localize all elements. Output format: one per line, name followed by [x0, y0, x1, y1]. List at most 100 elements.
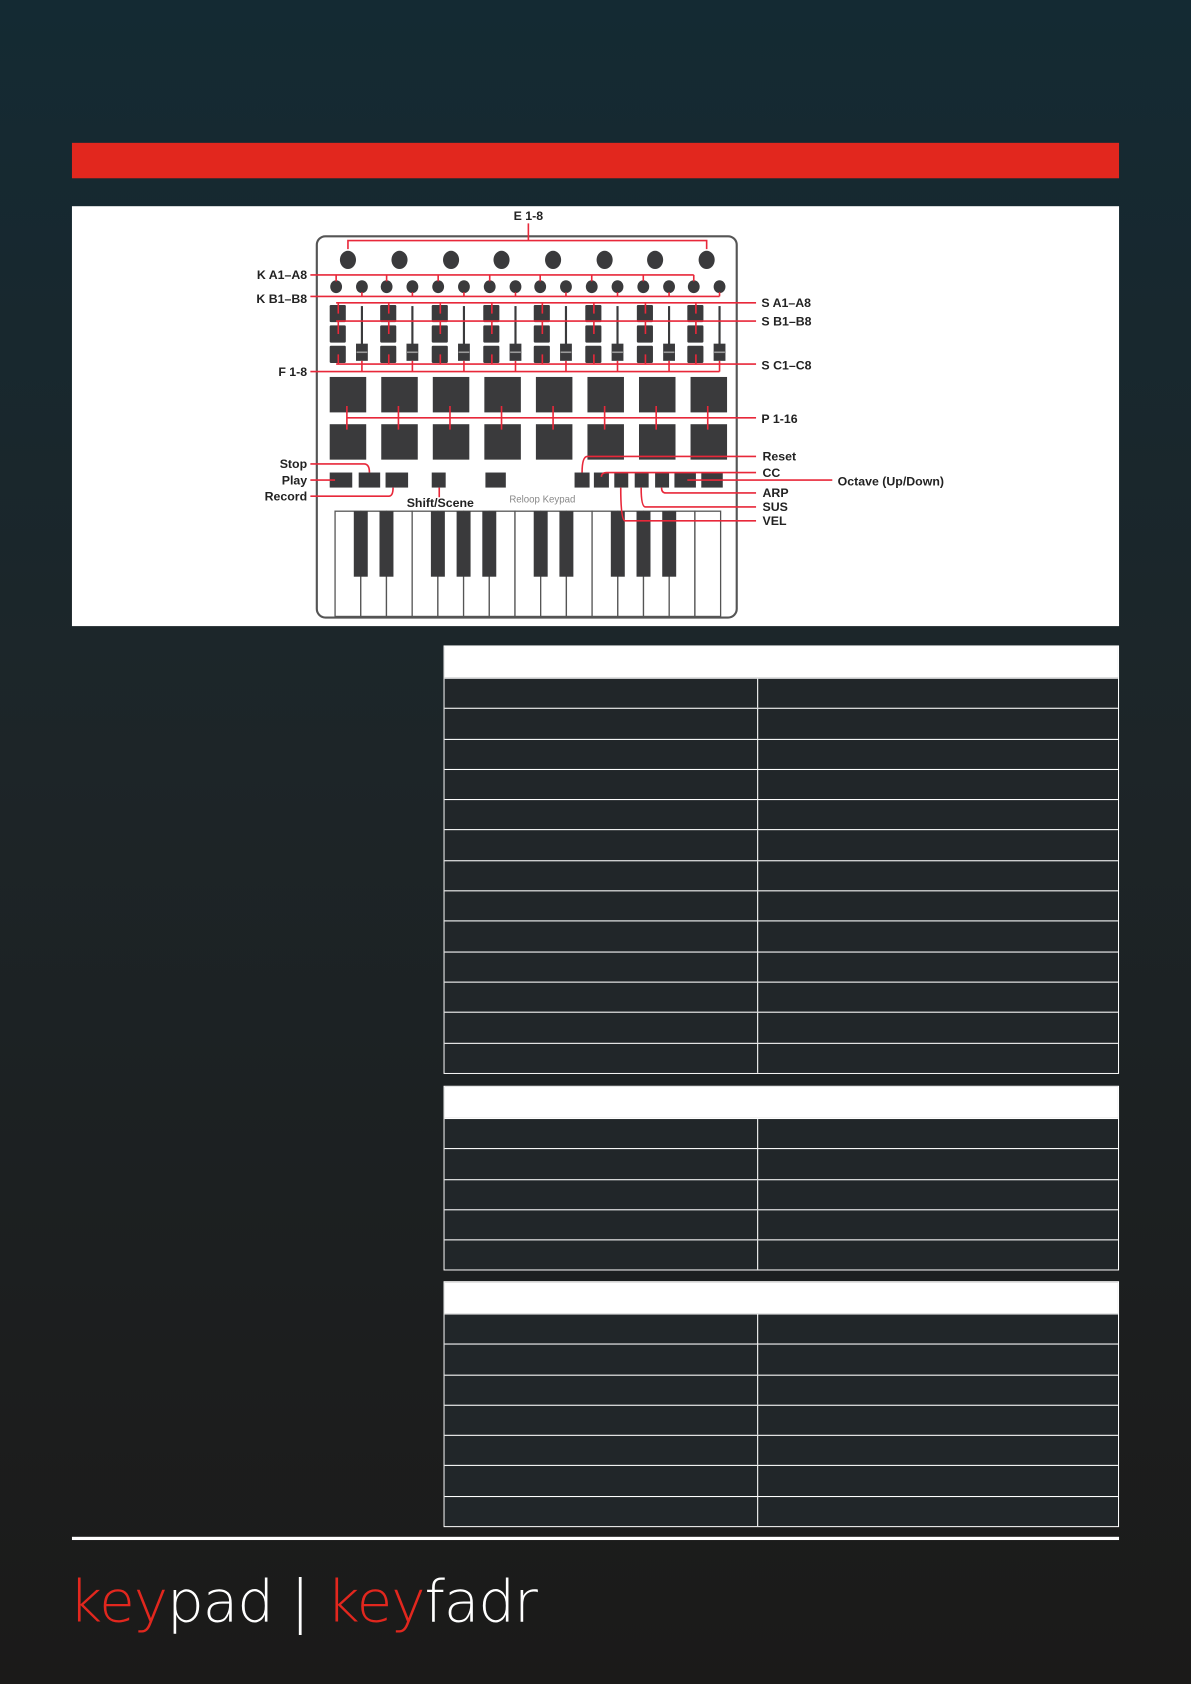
- logo-keyfadr-fadr: fadr: [424, 1567, 537, 1636]
- drum-pad: [432, 376, 470, 413]
- annotation-switches-a: [336, 302, 757, 314]
- annotation-sus: [640, 487, 757, 508]
- table-row: [444, 799, 1118, 830]
- label-reset: Reset: [762, 450, 796, 464]
- label-knobs-b: K B1–B8: [256, 292, 307, 306]
- table-cell: [758, 1013, 1118, 1042]
- table-1: [443, 645, 1120, 1074]
- label-switches-c: S C1–C8: [761, 358, 811, 372]
- annotation-knobs-b: [310, 292, 721, 298]
- label-stop: Stop: [280, 457, 308, 471]
- knob-a: [585, 280, 598, 294]
- black-key: [430, 511, 445, 577]
- table-cell: [758, 1375, 1118, 1404]
- drum-pad: [587, 424, 624, 460]
- table-row: [444, 1209, 1118, 1240]
- table-row: [444, 981, 1118, 1012]
- drum-pad: [484, 376, 521, 413]
- label-record: Record: [265, 489, 308, 503]
- table-cell: [445, 1344, 759, 1375]
- controller-diagram-panel: Reloop Keypad E 1-8 K A1–A8 K B1–B8 S A1…: [71, 206, 1120, 627]
- brand-logo: keypad | keyfadr: [68, 1567, 538, 1636]
- table-row: [444, 677, 1118, 709]
- table-cell: [445, 861, 759, 891]
- logo-separator: |: [290, 1567, 310, 1636]
- annotation-pads: [346, 405, 757, 430]
- table-row: [444, 1404, 1118, 1435]
- table-cell: [445, 1043, 759, 1073]
- table-cell: [758, 1466, 1118, 1495]
- table-cell: [758, 679, 1118, 708]
- annotation-switches-b: [336, 320, 757, 334]
- table-row: [444, 708, 1118, 739]
- footer-divider: [71, 1536, 1120, 1541]
- table-cell: [758, 1043, 1118, 1072]
- table-row: [444, 1374, 1118, 1405]
- table-cell: [758, 891, 1118, 920]
- label-pads: P 1-16: [761, 412, 797, 426]
- encoder-knob: [545, 250, 562, 270]
- function-button: [574, 472, 590, 488]
- table-header: [444, 1282, 1118, 1314]
- label-arp: ARP: [762, 486, 788, 500]
- black-key: [482, 511, 497, 577]
- table-cell: [445, 1405, 759, 1435]
- table-row: [444, 1495, 1118, 1527]
- table-cell: [445, 1149, 759, 1179]
- table-row: [444, 1313, 1118, 1344]
- table-row: [444, 1148, 1118, 1179]
- table-row: [444, 890, 1118, 921]
- table-cell: [758, 1406, 1118, 1435]
- drum-pad: [329, 424, 367, 460]
- black-key: [533, 511, 548, 577]
- table-cell: [445, 709, 759, 739]
- knob-b: [509, 280, 522, 294]
- table-cell: [445, 921, 759, 952]
- label-switches-b: S B1–B8: [761, 314, 811, 328]
- table-cell: [758, 922, 1118, 951]
- table-cell: [758, 952, 1118, 981]
- table-cell: [445, 1436, 759, 1466]
- table-cell: [445, 1210, 759, 1240]
- table-cell: [445, 891, 759, 921]
- annotation-arp: [660, 487, 757, 494]
- encoder-knob: [596, 250, 613, 270]
- table-cell: [758, 1180, 1118, 1209]
- logo-keypad-pad: pad: [167, 1567, 274, 1636]
- drum-pad: [381, 424, 418, 460]
- drum-pad: [690, 424, 728, 460]
- table-cell: [445, 952, 759, 982]
- table-cell: [445, 830, 759, 860]
- annotation-record: [310, 487, 394, 497]
- table-cell: [445, 1466, 759, 1496]
- table-cell: [445, 678, 759, 709]
- knob-b: [663, 280, 675, 294]
- table-cell: [445, 1496, 759, 1527]
- annotation-knobs-a: [310, 274, 695, 282]
- function-button: [358, 472, 381, 488]
- table-cell: [758, 1345, 1118, 1374]
- knob-b: [406, 280, 419, 294]
- label-faders: F 1-8: [278, 365, 307, 379]
- annotation-stop: [310, 463, 371, 473]
- table-cell: [445, 800, 759, 830]
- annotation-reset: [581, 455, 757, 473]
- logo-keypad-key: key: [68, 1567, 168, 1636]
- label-encoders: E 1-8: [514, 209, 544, 223]
- table-row: [444, 1011, 1118, 1043]
- table-cell: [445, 1240, 759, 1270]
- table-row: [444, 951, 1118, 982]
- label-knobs-a: K A1–A8: [257, 268, 307, 282]
- table-cell: [758, 800, 1118, 829]
- knob-b: [458, 280, 470, 294]
- drum-pad: [381, 376, 418, 413]
- function-button: [329, 472, 353, 488]
- table-cell: [758, 1119, 1118, 1148]
- drum-pad: [535, 424, 573, 460]
- label-switches-a: S A1–A8: [761, 296, 811, 310]
- drum-pad: [638, 376, 676, 413]
- drum-pad: [535, 376, 573, 413]
- function-button: [614, 472, 629, 488]
- label-cc: CC: [762, 466, 780, 480]
- table-cell: [445, 1179, 759, 1210]
